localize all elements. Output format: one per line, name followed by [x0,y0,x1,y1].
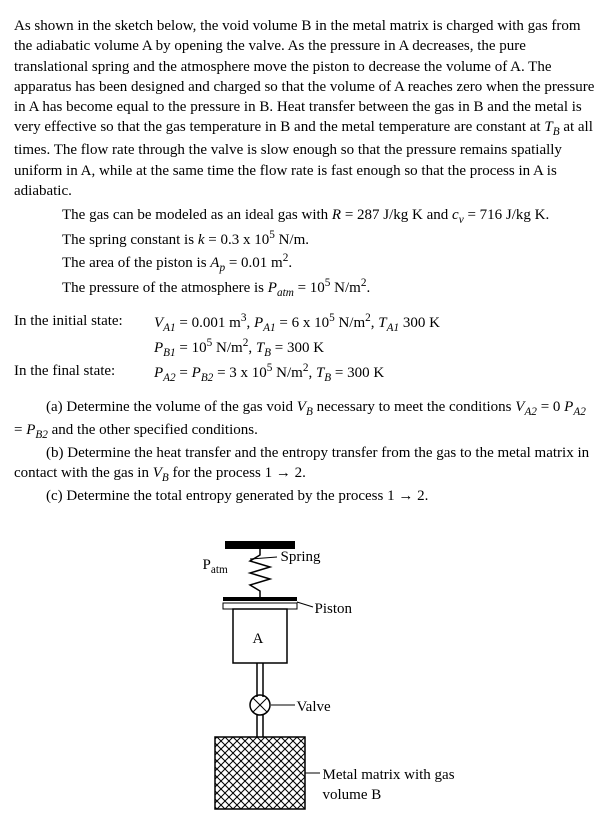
spec-list: The gas can be modeled as an ideal gas w… [62,205,595,301]
spec4-sub: atm [277,287,294,299]
spec-area: The area of the piston is Ap = 0.01 m2. [62,251,595,276]
spec2-k: k [198,232,205,248]
valve-label: Valve [297,697,331,717]
apparatus-figure: Patm Spring Piston A Valve Metal matrix … [145,537,465,827]
spec4-u: N/m [330,280,360,296]
question-c: (c) Determine the total entropy generate… [14,486,595,506]
qa-VB: V [297,399,306,415]
spec4-v: = 10 [294,280,325,296]
states-grid: In the initial state: VA1 = 0.001 m3, PA… [14,311,595,387]
spec1-cvv: = 716 J/kg K. [464,207,550,223]
initial-values: VA1 = 0.001 m3, PA1 = 6 x 105 N/m2, TA1 … [154,311,595,361]
a-label: A [253,629,264,649]
question-a-line2: = PB2 and the other specified conditions… [14,420,595,443]
qa-l2a: = [14,422,26,438]
patm-label: Patm [203,555,228,578]
intro-text-1: As shown in the sketch below, the void v… [14,18,594,135]
final-line: PA2 = PB2 = 3 x 105 N/m2, TB = 300 K [154,361,595,386]
spec3-end: . [288,255,292,271]
spec1-Rv: = 287 J/kg K and [341,207,452,223]
qb-tail: for the process 1 → 2. [169,465,306,481]
spec4-a: The pressure of the atmosphere is [62,280,268,296]
spec4-end: . [366,280,370,296]
spec1-cv: c [452,207,459,223]
spec-spring: The spring constant is k = 0.3 x 105 N/m… [62,228,595,250]
spec2-u: N/m. [275,232,309,248]
qa-VBsub: B [306,406,313,418]
matrix-label: Metal matrix with gas volume B [323,765,503,806]
spec1-R: R [332,207,341,223]
intro-paragraph: As shown in the sketch below, the void v… [14,16,595,201]
spec3-a: The area of the piston is [62,255,210,271]
spec2-v: = 0.3 x 10 [205,232,270,248]
qa-PA2: P [564,399,573,415]
qa-PA2sub: A2 [573,406,586,418]
qa-PB2sub: B2 [35,429,48,441]
question-a-line1: (a) Determine the volume of the gas void… [14,397,595,420]
spec-patm: The pressure of the atmosphere is Patm =… [62,276,595,301]
spec2-a: The spring constant is [62,232,198,248]
question-b: (b) Determine the heat transfer and the … [14,443,595,486]
qa-l2b: and the other specified conditions. [48,422,258,438]
init-line2: PB1 = 105 N/m2, TB = 300 K [154,336,595,361]
spec3-v: = 0.01 m [225,255,283,271]
qa-mid: necessary to meet the conditions [313,399,515,415]
qb-VBsub: B [162,472,169,484]
qa-VA2sub: A2 [524,406,537,418]
questions: (a) Determine the volume of the gas void… [14,397,595,507]
initial-label: In the initial state: [14,311,154,361]
qa-a: (a) Determine the volume of the gas void [46,399,297,415]
qb-VB: V [153,465,162,481]
spring-label: Spring [281,547,321,567]
qa-PB2: P [26,422,35,438]
piston-label: Piston [315,599,353,619]
final-label: In the final state: [14,361,154,386]
spec4-P: P [268,280,277,296]
qa-eq: = 0 [537,399,564,415]
spec1-a: The gas can be modeled as an ideal gas w… [62,207,332,223]
TB-sub: B [553,126,560,138]
init-line1: VA1 = 0.001 m3, PA1 = 6 x 105 N/m2, TA1 … [154,311,595,336]
spec-gas: The gas can be modeled as an ideal gas w… [62,205,595,228]
TB-symbol: T [544,119,552,135]
final-values: PA2 = PB2 = 3 x 105 N/m2, TB = 300 K [154,361,595,386]
